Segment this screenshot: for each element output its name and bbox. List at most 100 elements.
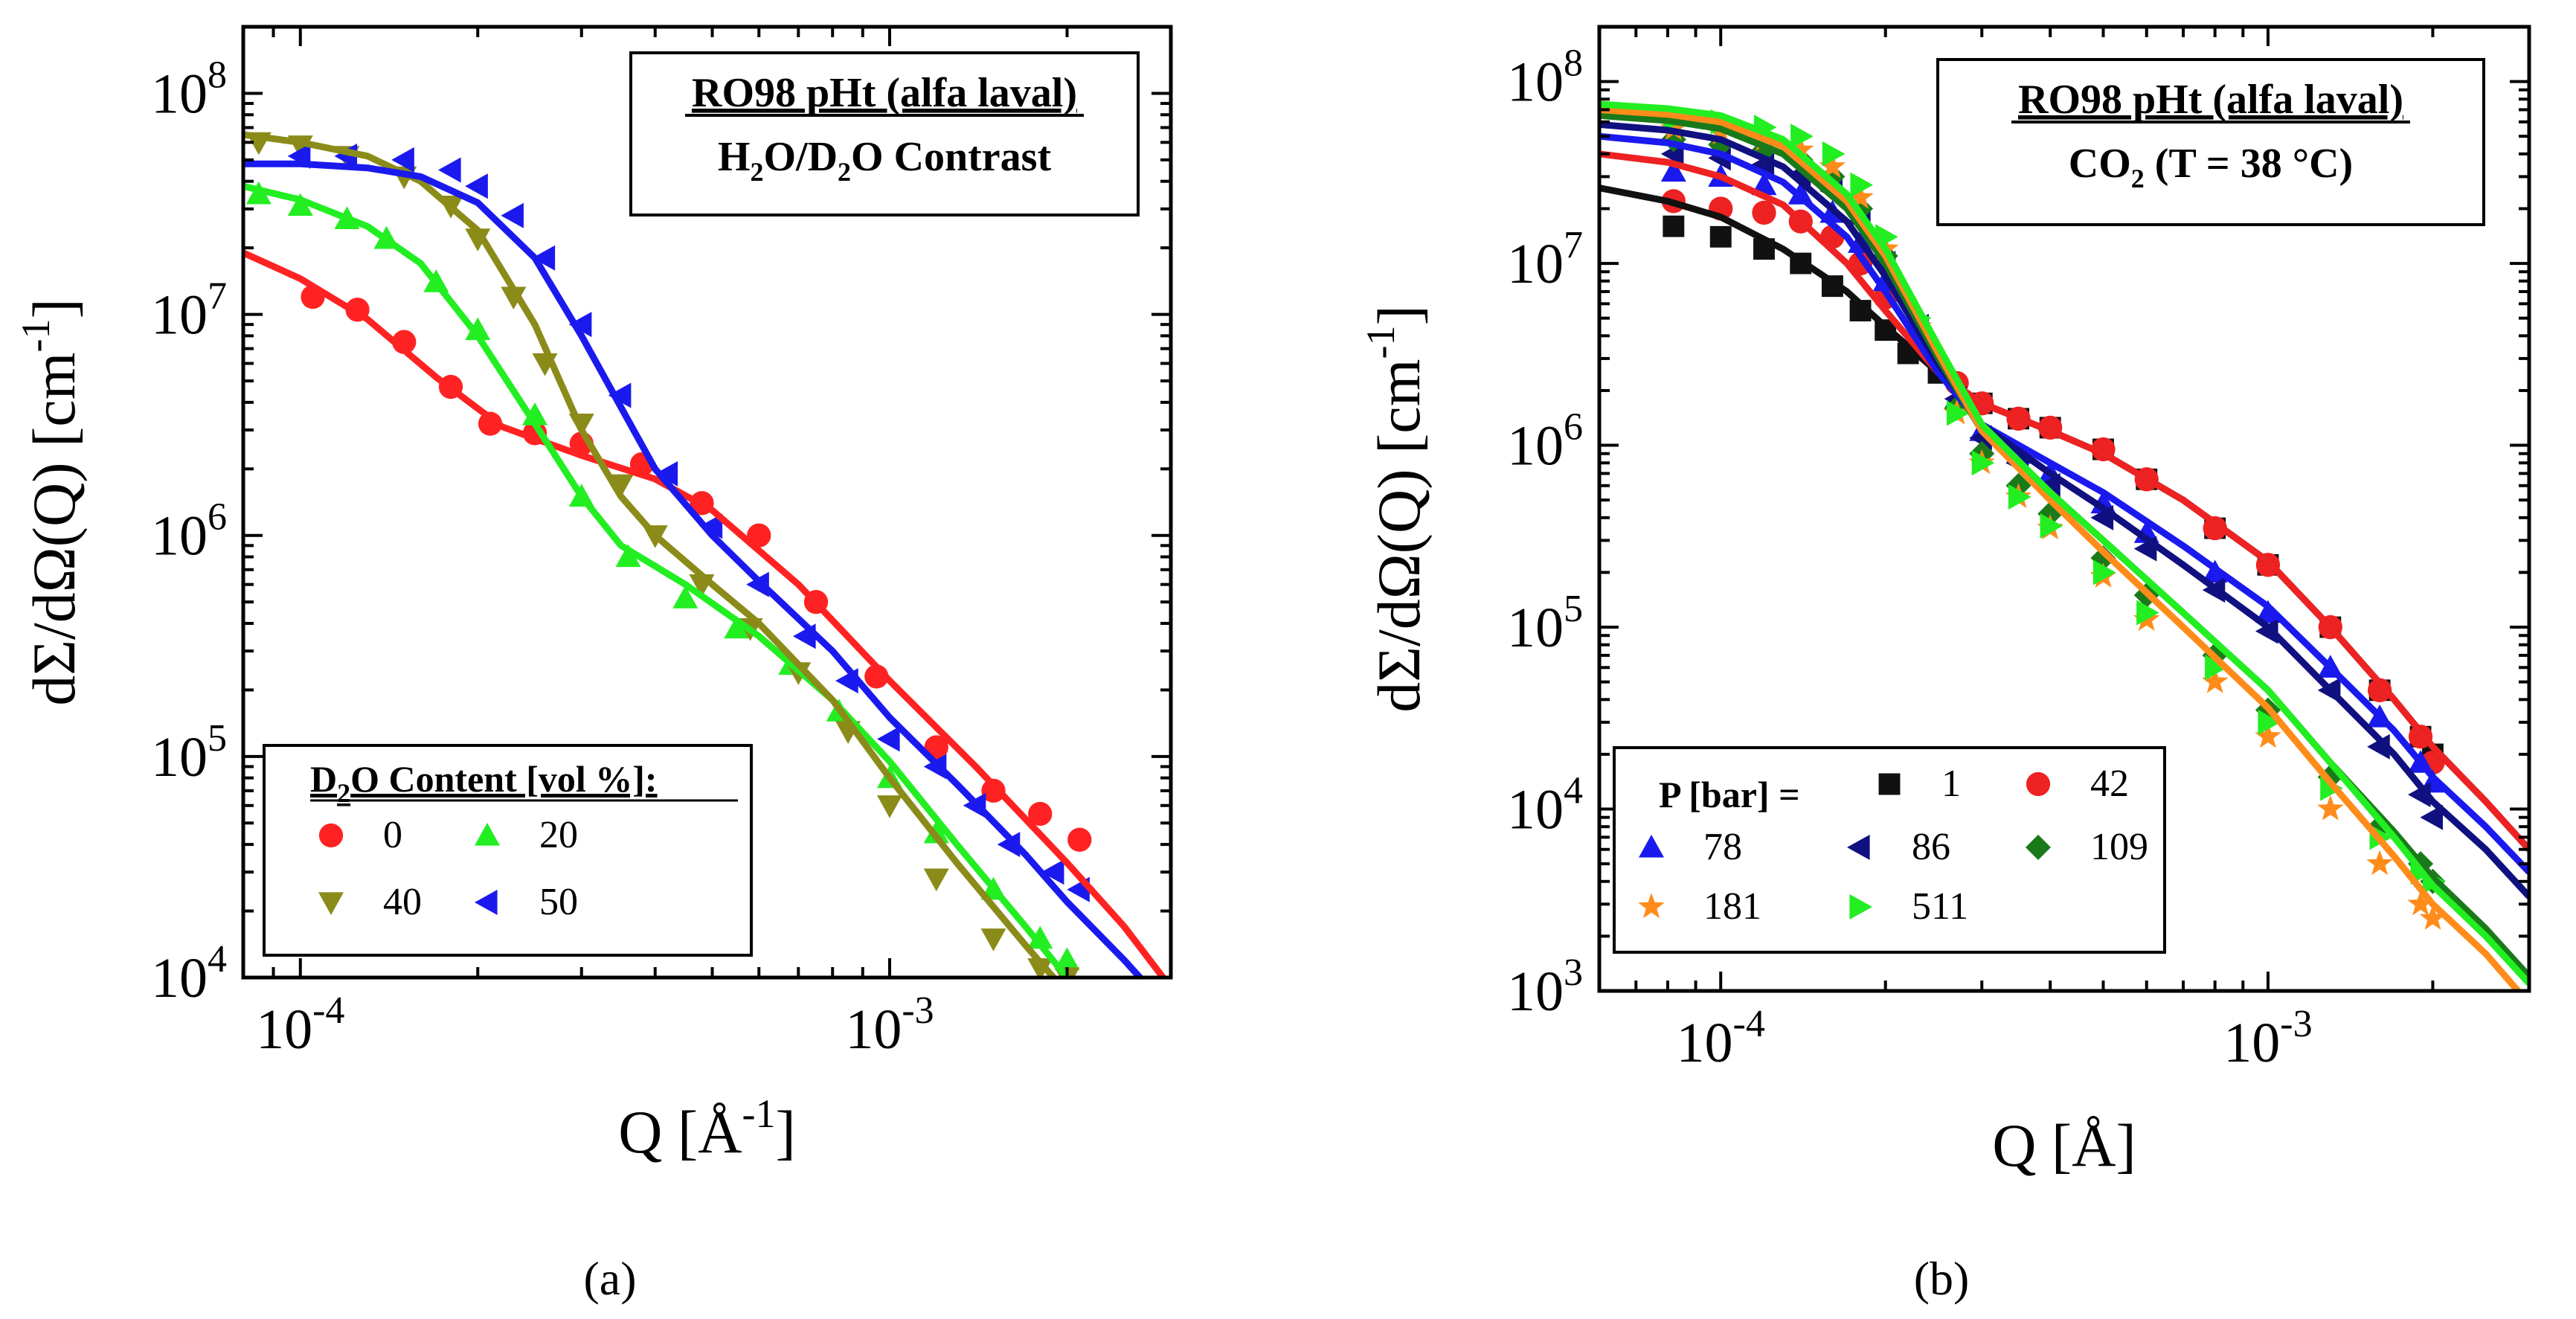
y-tick-exp: 5 <box>208 717 227 760</box>
y-tick-base: 10 <box>1507 960 1564 1023</box>
legend-title: D2O Content [vol %]: <box>310 758 658 808</box>
legend-marker <box>318 823 344 848</box>
legend-label: 181 <box>1703 885 1761 928</box>
data-point <box>1709 225 1732 248</box>
y-tick-exp: 8 <box>1564 42 1583 85</box>
x-axis-label-main: Q [Å <box>618 1098 742 1166</box>
legend-entry-181: 181 <box>1638 885 1761 928</box>
y-tick-base: 10 <box>151 947 208 1010</box>
y-axis-label: dΣ/dΩ(Q) [cm-1] <box>13 298 88 706</box>
legend-label: 0 <box>383 814 402 856</box>
y-tick-base: 10 <box>151 284 208 347</box>
legend-title-part: O Content [vol %]: <box>350 758 657 800</box>
y-axis-label-main: dΣ/dΩ(Q) [cm <box>1365 359 1433 713</box>
data-point <box>532 245 556 271</box>
x-tick-exp: -3 <box>2280 1003 2312 1045</box>
data-point <box>699 513 723 539</box>
y-axis-label: dΣ/dΩ(Q) [cm-1] <box>1358 305 1433 713</box>
data-point <box>877 726 900 752</box>
data-point <box>287 193 313 216</box>
y-axis-label-main: dΣ/dΩ(Q) [cm <box>20 353 88 706</box>
legend-label: 511 <box>1912 885 1968 928</box>
data-point <box>1788 136 1814 161</box>
annotation-subtitle-part: O Contrast <box>851 134 1051 180</box>
data-point <box>2407 890 2434 916</box>
y-tick-exp: 8 <box>208 54 227 96</box>
y-tick-base: 10 <box>151 726 208 789</box>
x-axis-label: Q [Å] <box>1992 1111 2136 1179</box>
legend-label: 42 <box>2090 763 2129 805</box>
data-point <box>2255 618 2278 644</box>
x-axis-label-tail: ] <box>775 1098 795 1166</box>
legend-label: 50 <box>539 881 578 923</box>
data-point <box>1027 958 1053 978</box>
data-point <box>1041 859 1064 885</box>
x-tick-base: 10 <box>256 998 312 1061</box>
data-point <box>1751 172 1777 196</box>
y-axis-label-tail: ] <box>1365 305 1433 325</box>
y-tick-label: 104 <box>151 938 227 1010</box>
data-point <box>1067 827 1092 852</box>
data-point <box>877 795 903 818</box>
y-tick-base: 10 <box>1507 597 1564 659</box>
legend-label: 20 <box>539 814 578 856</box>
data-point <box>2201 667 2229 693</box>
x-tick-base: 10 <box>2223 1012 2280 1074</box>
y-tick-exp: 6 <box>208 496 227 539</box>
data-point <box>980 928 1006 951</box>
plot-frame <box>1597 25 2531 993</box>
data-point <box>465 317 491 341</box>
annotation-subtitle: H2O/D2O Contrast <box>718 134 1052 187</box>
data-point <box>2136 600 2159 626</box>
data-point <box>724 615 750 639</box>
y-tick-base: 10 <box>1507 51 1564 114</box>
y-tick-exp: 7 <box>208 275 227 318</box>
legend-entry-50: 50 <box>475 881 578 923</box>
legend-entry-1: 1 <box>1878 763 1961 805</box>
fit-line-511 <box>1599 100 2529 986</box>
fit-line-20 <box>243 182 1072 978</box>
data-point <box>438 157 461 183</box>
data-point <box>2420 804 2444 830</box>
data-point <box>1850 172 1874 198</box>
data-point <box>568 312 592 338</box>
y-tick-label: 107 <box>151 275 227 347</box>
x-tick-base: 10 <box>845 998 902 1061</box>
data-point <box>2419 905 2447 930</box>
x-tick-label: 10-3 <box>2223 1003 2312 1074</box>
legend-marker <box>475 890 498 915</box>
legend-entry-109: 109 <box>2026 826 2148 868</box>
x-tick-label: 10-4 <box>1677 1003 1765 1074</box>
caption-a-text: (a) <box>583 1252 636 1305</box>
x-tick-exp: -4 <box>312 989 344 1032</box>
data-point <box>2258 709 2281 735</box>
fit-line-86 <box>1599 121 2529 899</box>
data-point <box>608 382 632 408</box>
legend-label: 40 <box>383 881 422 923</box>
data-point <box>478 411 503 436</box>
legend-entry-42: 42 <box>2026 763 2129 805</box>
annotation-subtitle-part: (T = 38 °C) <box>2145 141 2353 187</box>
plot-area <box>243 131 1168 978</box>
y-tick-exp: 7 <box>1564 224 1583 266</box>
data-point <box>672 585 698 609</box>
legend-title-sub: 2 <box>337 778 350 808</box>
plot-frame <box>241 25 1173 980</box>
data-point <box>2366 850 2393 876</box>
y-tick-label: 106 <box>1507 406 1583 478</box>
data-point <box>981 778 1006 803</box>
fit-line-181 <box>1599 106 2522 991</box>
legend-entry-20: 20 <box>475 814 578 856</box>
y-tick-label: 108 <box>151 54 227 125</box>
caption-b: (b) <box>1914 1252 1970 1305</box>
y-tick-exp: 4 <box>1564 770 1583 812</box>
y-tick-label: 103 <box>1507 951 1583 1023</box>
annotation-title: RO98 pHt (alfa laval) <box>692 70 1077 116</box>
data-point <box>997 832 1021 858</box>
annotation-subtitle-sub: 2 <box>2131 164 2145 193</box>
legend-marker <box>1847 835 1870 860</box>
data-point <box>2040 513 2063 539</box>
y-tick-exp: 5 <box>1564 588 1583 630</box>
legend-marker <box>1849 894 1872 920</box>
